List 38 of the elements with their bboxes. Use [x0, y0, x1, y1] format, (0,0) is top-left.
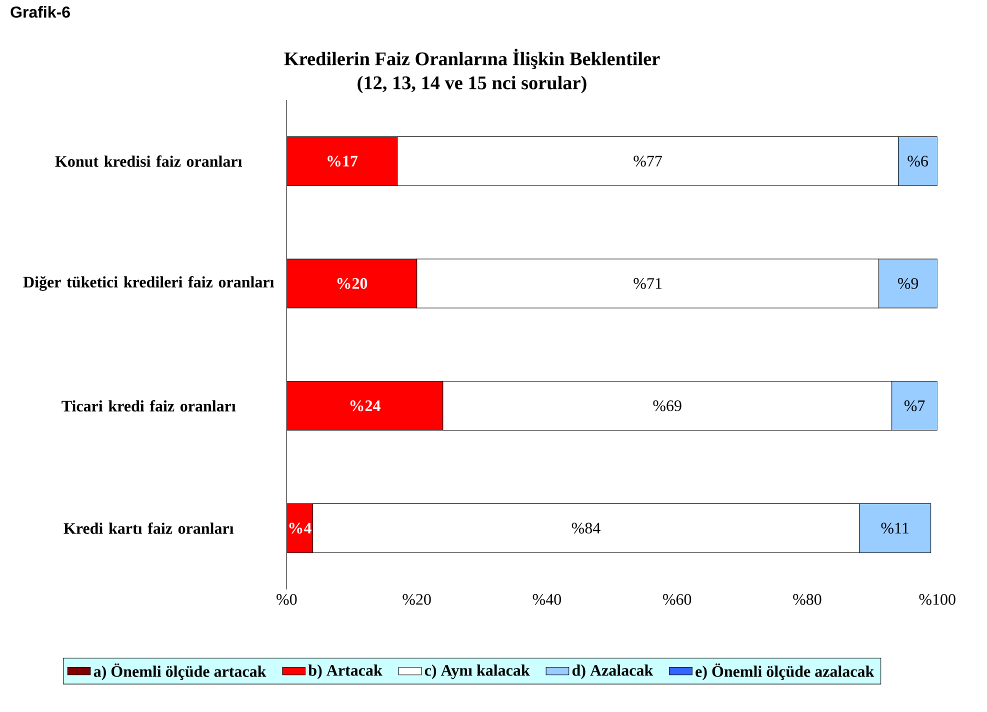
legend-label: b) Artacak [308, 664, 382, 680]
data-label: %7 [904, 400, 925, 412]
x-tick-label: %100 [919, 594, 956, 605]
x-tick-label: %0 [276, 594, 297, 605]
bar [878, 258, 938, 308]
text: Grafik-6 [10, 6, 70, 18]
legend-label: a) Önemli ölçüde artacak [94, 663, 266, 680]
data-label: %77 [634, 156, 662, 167]
legend-label: e) Önemli ölçüde azalacak [696, 663, 874, 680]
bar [286, 503, 313, 553]
bar [286, 381, 444, 431]
data-label: %20 [337, 278, 368, 289]
data-label: %4 [289, 522, 312, 534]
x-tick-label: %60 [662, 594, 692, 605]
data-label: %24 [350, 400, 380, 412]
data-label: %6 [908, 156, 928, 167]
chart-subtitle: (12, 13, 14 ve 15 nci sorular) [358, 76, 586, 94]
bar [858, 503, 932, 553]
y-tick-label: Ticari kredi faiz oranları [62, 400, 236, 412]
y-tick-label: Diğer tüketici kredileri faiz oranları [23, 276, 274, 291]
bar [286, 136, 398, 186]
bar [286, 258, 418, 308]
y-tick-label: Kredi kartı faiz oranları [64, 522, 234, 534]
data-label: %9 [898, 278, 918, 289]
data-label: %69 [653, 400, 682, 412]
x-tick-label: %20 [402, 594, 431, 605]
bar [898, 136, 938, 186]
data-label: %11 [881, 522, 908, 534]
data-label: %17 [328, 156, 358, 167]
legend-label: d) Azalacak [572, 664, 654, 680]
x-tick-label: %40 [532, 594, 561, 605]
y-tick-label: Konut kredisi faiz oranları [55, 155, 242, 167]
data-label: %71 [634, 278, 662, 289]
bar [892, 381, 938, 431]
chart-title: Kredilerin Faiz Oranlarına İlişkin Beklentiler [284, 48, 660, 70]
data-label: %84 [572, 522, 600, 534]
legend-label: c) Aynı kalacak [424, 664, 530, 680]
x-tick-label: %80 [793, 594, 822, 605]
